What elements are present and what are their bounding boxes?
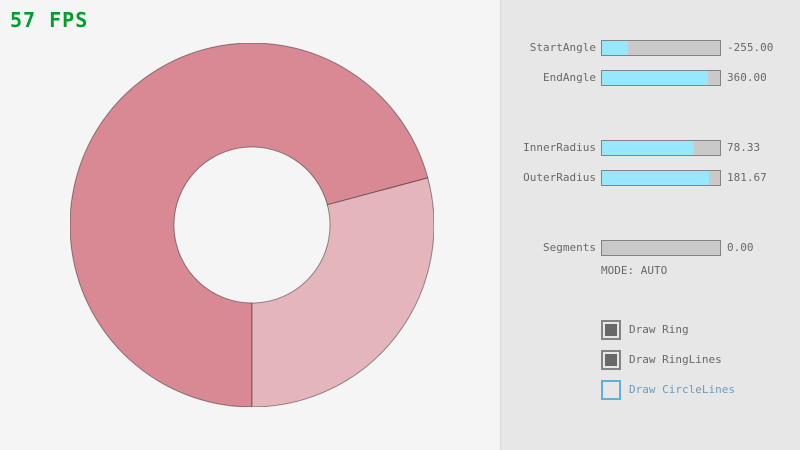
donut-ring xyxy=(70,43,434,407)
outer-radius-slider[interactable] xyxy=(601,170,721,186)
end-angle-slider-fill xyxy=(602,71,709,85)
checkbox-row-draw-circlelines: Draw CircleLines xyxy=(501,380,800,400)
segments-slider[interactable] xyxy=(601,240,721,256)
end-angle-value: 360.00 xyxy=(727,71,767,84)
ring-sector-single-pass xyxy=(251,177,434,407)
start-angle-value: -255.00 xyxy=(727,41,774,54)
segments-mode-text: MODE: AUTO xyxy=(601,264,668,277)
checkbox-row-draw-ringlines: Draw RingLines xyxy=(501,350,800,370)
end-angle-label: EndAngle xyxy=(543,71,596,84)
controls-panel: StartAngle -255.00 EndAngle 360.00 Inner… xyxy=(500,0,800,450)
start-angle-label: StartAngle xyxy=(529,41,596,54)
draw-circlelines-checkbox[interactable] xyxy=(601,380,621,400)
start-angle-slider[interactable] xyxy=(601,40,721,56)
draw-circlelines-label: Draw CircleLines xyxy=(629,383,735,396)
slider-row-outer-radius: OuterRadius 181.67 xyxy=(501,170,800,186)
segments-label: Segments xyxy=(543,241,596,254)
inner-radius-slider-fill xyxy=(602,141,695,155)
slider-row-end-angle: EndAngle 360.00 xyxy=(501,70,800,86)
ring-sector-double-pass xyxy=(70,43,429,407)
outer-radius-label: OuterRadius xyxy=(523,171,596,184)
draw-ringlines-label: Draw RingLines xyxy=(629,353,722,366)
slider-row-inner-radius: InnerRadius 78.33 xyxy=(501,140,800,156)
draw-ringlines-checkmark xyxy=(605,354,617,366)
slider-row-start-angle: StartAngle -255.00 xyxy=(501,40,800,56)
outer-radius-slider-fill xyxy=(602,171,710,185)
inner-radius-label: InnerRadius xyxy=(523,141,596,154)
draw-ring-label: Draw Ring xyxy=(629,323,689,336)
draw-ring-checkmark xyxy=(605,324,617,336)
draw-ring-checkbox[interactable] xyxy=(601,320,621,340)
segments-value: 0.00 xyxy=(727,241,754,254)
fps-counter: 57 FPS xyxy=(10,8,89,32)
inner-radius-value: 78.33 xyxy=(727,141,761,154)
inner-radius-slider[interactable] xyxy=(601,140,721,156)
end-angle-slider[interactable] xyxy=(601,70,721,86)
outer-radius-value: 181.67 xyxy=(727,171,767,184)
slider-row-segments: Segments 0.00 xyxy=(501,240,800,256)
checkbox-row-draw-ring: Draw Ring xyxy=(501,320,800,340)
start-angle-slider-fill xyxy=(602,41,628,55)
draw-ringlines-checkbox[interactable] xyxy=(601,350,621,370)
